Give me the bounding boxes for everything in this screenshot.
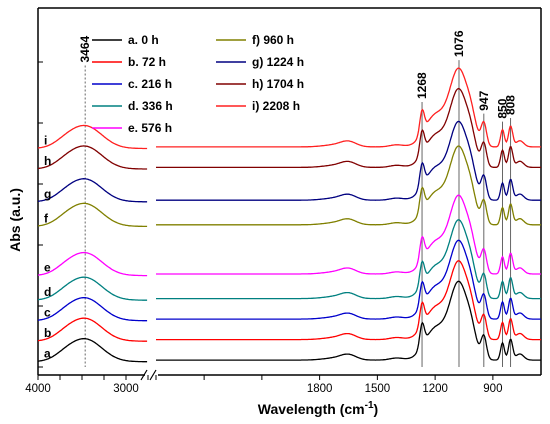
series-a bbox=[37, 280, 541, 363]
curve-label-i: i bbox=[44, 134, 47, 148]
x-tick-label: 1200 bbox=[422, 383, 448, 395]
series-c bbox=[37, 239, 541, 322]
legend-item: h) 1704 h bbox=[216, 77, 304, 91]
legend-label: i) 2208 h bbox=[252, 99, 300, 113]
series-c-right-line bbox=[156, 239, 541, 320]
curve-label-c: c bbox=[44, 306, 51, 320]
curve-label-d: d bbox=[44, 285, 51, 299]
curve-label-h: h bbox=[44, 154, 51, 168]
legend-label: f) 960 h bbox=[252, 33, 294, 47]
series-g bbox=[37, 120, 541, 203]
x-tick-label: 4000 bbox=[25, 383, 51, 395]
series-f-left-line bbox=[37, 202, 148, 228]
series-d-left-line bbox=[37, 276, 148, 301]
legend-item: f) 960 h bbox=[216, 33, 294, 47]
series-b bbox=[37, 260, 541, 342]
series-g-left-line bbox=[37, 178, 148, 203]
x-tick-label: 3000 bbox=[113, 383, 139, 395]
curve-label-f: f bbox=[44, 211, 49, 225]
x-tick-label: 1800 bbox=[307, 383, 333, 395]
legend-item: a. 0 h bbox=[92, 33, 159, 47]
legend-item: c. 216 h bbox=[92, 77, 172, 91]
x-axis-ticks: 4000 3000 1800 1500 1200 900 bbox=[25, 375, 502, 395]
x-tick-label: 1500 bbox=[365, 383, 391, 395]
legend-label: d. 336 h bbox=[128, 99, 173, 113]
curve-label-b: b bbox=[44, 326, 51, 340]
series-h-right-line bbox=[156, 87, 541, 169]
plot-frame bbox=[37, 7, 542, 381]
series-b-left-line bbox=[37, 317, 148, 342]
series-h bbox=[37, 87, 541, 170]
annotation-label-808: 808 bbox=[504, 95, 518, 115]
series-a-right-line bbox=[156, 280, 541, 361]
series-e-right-line bbox=[156, 194, 541, 275]
curve-label-e: e bbox=[44, 261, 51, 275]
axis-break-mark bbox=[140, 369, 148, 381]
x-tick-label: 900 bbox=[483, 383, 502, 395]
annotation-label-947: 947 bbox=[477, 90, 491, 110]
legend-label: g) 1224 h bbox=[252, 55, 304, 69]
legend-item: b. 72 h bbox=[92, 55, 166, 69]
series-e-left-line bbox=[37, 251, 148, 277]
legend-label: b. 72 h bbox=[128, 55, 166, 69]
spectra-series bbox=[37, 67, 541, 363]
curve-label-a: a bbox=[44, 347, 51, 361]
legend-label: a. 0 h bbox=[128, 33, 159, 47]
legend-item: d. 336 h bbox=[92, 99, 173, 113]
series-e bbox=[37, 194, 541, 277]
legend-item: g) 1224 h bbox=[216, 55, 304, 69]
legend-label: e. 576 h bbox=[128, 121, 172, 135]
legend-label: c. 216 h bbox=[128, 77, 172, 91]
annotation-label-850: 850 bbox=[496, 98, 510, 118]
series-b-right-line bbox=[156, 260, 541, 341]
axis-break-mark bbox=[149, 369, 157, 381]
legend: a. 0 h b. 72 h c. 216 h d. 336 h e. 576 h f) … bbox=[92, 33, 304, 135]
series-d-right-line bbox=[156, 219, 541, 300]
series-f-right-line bbox=[156, 145, 541, 226]
annotation-label-1268: 1268 bbox=[415, 72, 429, 99]
legend-label: h) 1704 h bbox=[252, 77, 304, 91]
x-axis-title: Wavelength (cm-1) bbox=[258, 400, 378, 417]
series-d bbox=[37, 219, 541, 301]
series-i-right-line bbox=[156, 67, 541, 148]
series-h-left-line bbox=[37, 145, 148, 170]
legend-item: i) 2208 h bbox=[216, 99, 300, 113]
legend-item: e. 576 h bbox=[92, 121, 172, 135]
series-f bbox=[37, 145, 541, 228]
annotation-label-3464: 3464 bbox=[78, 35, 92, 62]
series-g-right-line bbox=[156, 120, 541, 201]
annotation-label-1076: 1076 bbox=[452, 30, 466, 57]
y-axis-title: Abs (a.u.) bbox=[7, 188, 23, 252]
series-a-left-line bbox=[37, 337, 148, 363]
series-c-left-line bbox=[37, 296, 148, 322]
curve-label-g: g bbox=[44, 187, 51, 201]
